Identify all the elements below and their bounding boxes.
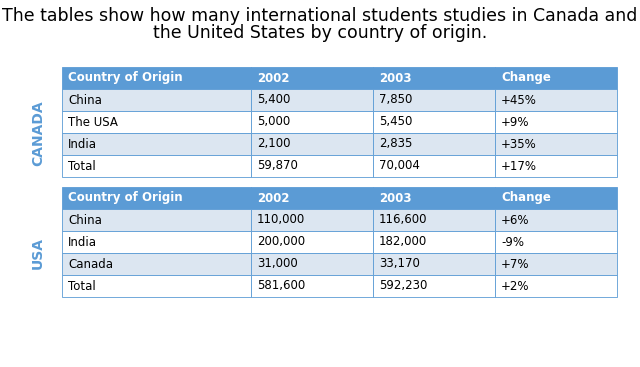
FancyBboxPatch shape (251, 209, 372, 231)
Text: 581,600: 581,600 (257, 280, 305, 292)
Text: 2003: 2003 (379, 72, 412, 84)
FancyBboxPatch shape (251, 133, 372, 155)
Text: 2,835: 2,835 (379, 138, 412, 150)
FancyBboxPatch shape (495, 155, 617, 177)
FancyBboxPatch shape (251, 253, 372, 275)
Text: +9%: +9% (501, 116, 529, 128)
FancyBboxPatch shape (372, 187, 495, 209)
Text: 7,850: 7,850 (379, 94, 412, 106)
Text: The USA: The USA (68, 116, 118, 128)
FancyBboxPatch shape (372, 133, 495, 155)
Text: 5,450: 5,450 (379, 116, 412, 128)
FancyBboxPatch shape (495, 209, 617, 231)
FancyBboxPatch shape (251, 187, 372, 209)
Text: The tables show how many international students studies in Canada and: The tables show how many international s… (3, 7, 637, 25)
Text: Country of Origin: Country of Origin (68, 192, 182, 204)
Text: +17%: +17% (501, 160, 537, 172)
FancyBboxPatch shape (372, 275, 495, 297)
FancyBboxPatch shape (372, 231, 495, 253)
Text: 5,400: 5,400 (257, 94, 290, 106)
Text: +45%: +45% (501, 94, 537, 106)
Text: India: India (68, 138, 97, 150)
FancyBboxPatch shape (62, 67, 251, 89)
Text: +35%: +35% (501, 138, 537, 150)
Text: +6%: +6% (501, 214, 529, 226)
FancyBboxPatch shape (251, 275, 372, 297)
FancyBboxPatch shape (251, 155, 372, 177)
Text: 2002: 2002 (257, 72, 289, 84)
Text: China: China (68, 94, 102, 106)
FancyBboxPatch shape (251, 89, 372, 111)
FancyBboxPatch shape (495, 253, 617, 275)
Text: Total: Total (68, 160, 96, 172)
Text: 70,004: 70,004 (379, 160, 420, 172)
Text: Country of Origin: Country of Origin (68, 72, 182, 84)
Text: Change: Change (501, 192, 551, 204)
FancyBboxPatch shape (62, 209, 251, 231)
FancyBboxPatch shape (62, 133, 251, 155)
FancyBboxPatch shape (495, 231, 617, 253)
Text: 5,000: 5,000 (257, 116, 290, 128)
FancyBboxPatch shape (372, 209, 495, 231)
Text: China: China (68, 214, 102, 226)
FancyBboxPatch shape (495, 89, 617, 111)
Text: 110,000: 110,000 (257, 214, 305, 226)
FancyBboxPatch shape (372, 67, 495, 89)
Text: 116,600: 116,600 (379, 214, 428, 226)
FancyBboxPatch shape (372, 253, 495, 275)
FancyBboxPatch shape (495, 111, 617, 133)
Text: Change: Change (501, 72, 551, 84)
FancyBboxPatch shape (62, 89, 251, 111)
Text: 2002: 2002 (257, 192, 289, 204)
Text: Canada: Canada (68, 258, 113, 270)
Text: 182,000: 182,000 (379, 236, 427, 248)
FancyBboxPatch shape (251, 67, 372, 89)
Text: 59,870: 59,870 (257, 160, 298, 172)
Text: Total: Total (68, 280, 96, 292)
FancyBboxPatch shape (62, 231, 251, 253)
FancyBboxPatch shape (372, 89, 495, 111)
Text: 2,100: 2,100 (257, 138, 290, 150)
Text: 31,000: 31,000 (257, 258, 298, 270)
Text: 592,230: 592,230 (379, 280, 427, 292)
FancyBboxPatch shape (495, 275, 617, 297)
Text: the United States by country of origin.: the United States by country of origin. (153, 24, 487, 42)
FancyBboxPatch shape (62, 187, 251, 209)
FancyBboxPatch shape (62, 253, 251, 275)
Text: -9%: -9% (501, 236, 524, 248)
Text: 33,170: 33,170 (379, 258, 420, 270)
FancyBboxPatch shape (251, 111, 372, 133)
Text: +7%: +7% (501, 258, 529, 270)
Text: 200,000: 200,000 (257, 236, 305, 248)
Text: +2%: +2% (501, 280, 529, 292)
FancyBboxPatch shape (495, 187, 617, 209)
FancyBboxPatch shape (251, 231, 372, 253)
FancyBboxPatch shape (62, 155, 251, 177)
FancyBboxPatch shape (495, 67, 617, 89)
FancyBboxPatch shape (495, 133, 617, 155)
Text: 2003: 2003 (379, 192, 412, 204)
Text: USA: USA (31, 237, 45, 269)
FancyBboxPatch shape (62, 275, 251, 297)
FancyBboxPatch shape (62, 111, 251, 133)
FancyBboxPatch shape (372, 111, 495, 133)
Text: CANADA: CANADA (31, 100, 45, 166)
Text: India: India (68, 236, 97, 248)
FancyBboxPatch shape (372, 155, 495, 177)
